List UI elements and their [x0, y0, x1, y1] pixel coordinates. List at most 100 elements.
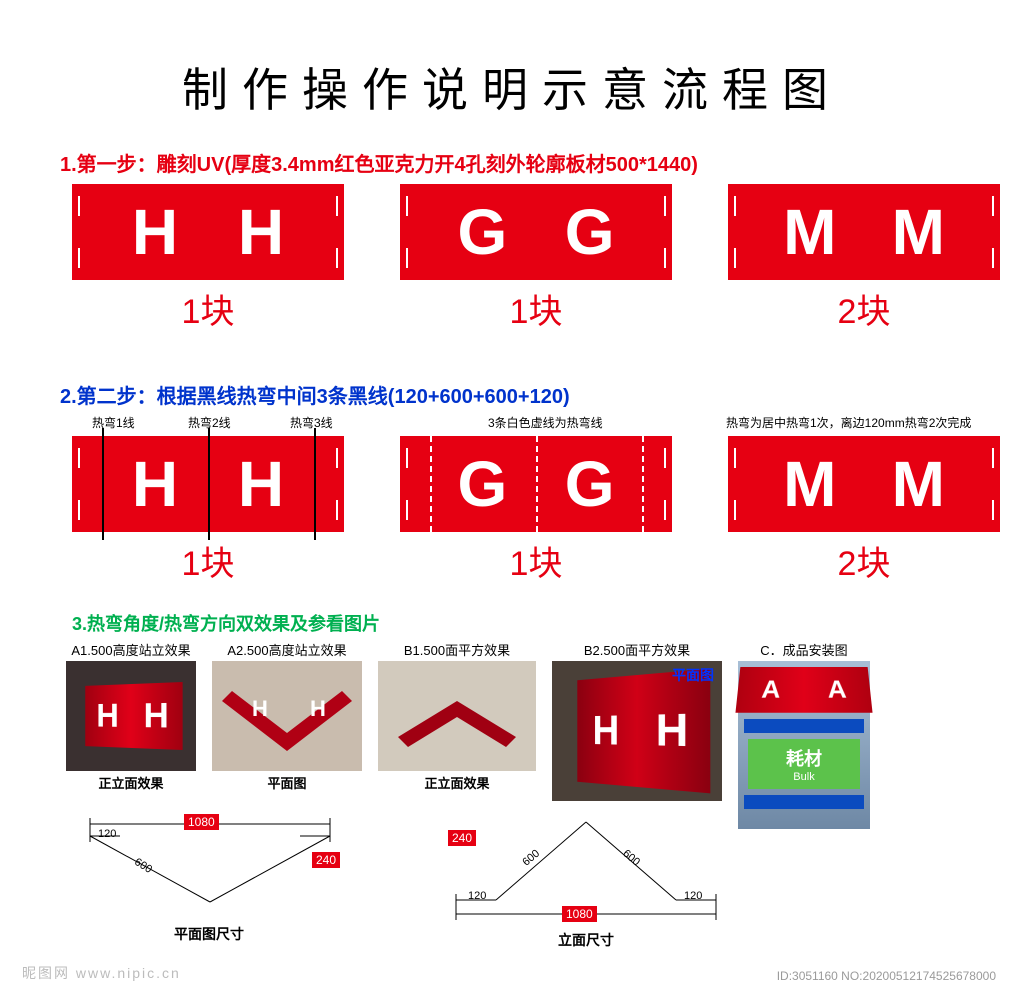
plate: M M	[728, 184, 1000, 280]
photo-b1: B1.500面平方效果 正立面效果	[378, 640, 536, 792]
plate-letter: M	[892, 447, 945, 521]
plate: H H	[72, 184, 344, 280]
step2-label: 2.第二步：根据黑线热弯中间3条黑线(120+600+600+120)	[60, 380, 570, 409]
photo-image: H H	[212, 661, 362, 771]
dim-edge: 120	[468, 890, 486, 902]
sign-preview: H H	[577, 669, 710, 794]
photo-heading: B1.500面平方效果	[404, 640, 510, 659]
rack-beam	[744, 719, 864, 733]
bend-label-1: 热弯1线	[92, 414, 135, 431]
plate: H H	[72, 436, 344, 532]
dim-cap: 立面尺寸	[558, 930, 614, 950]
board-gg-1: G G 1块	[400, 184, 672, 333]
board-mm-1: M M 2块	[728, 184, 1000, 333]
letter: H	[593, 707, 620, 756]
plate-letter: H	[238, 447, 284, 521]
dim-edge-r: 120	[684, 890, 702, 902]
dimension-b: 1080 240 120 120 600 600 立面尺寸	[426, 800, 746, 950]
dim-span: 1080	[562, 906, 597, 922]
bend-label-5: 热弯为居中热弯1次，离边120mm热弯2次完成	[726, 414, 971, 431]
plate-letter: H	[132, 447, 178, 521]
slot-icon	[330, 184, 344, 280]
rack-photo: AA 耗材 Bulk	[738, 661, 870, 829]
fold-svg	[378, 661, 536, 771]
plate-letter: M	[892, 195, 945, 269]
bend-line-icon	[102, 428, 104, 540]
bend-dashline-icon	[536, 436, 538, 532]
green-text-2: Bulk	[793, 771, 814, 783]
plate-letter: G	[457, 447, 507, 521]
slot-icon	[658, 436, 672, 532]
bend-line-icon	[208, 428, 210, 540]
photo-heading: B2.500面平方效果	[584, 640, 690, 659]
slot-icon	[728, 184, 742, 280]
photo-image: H H 平面图	[552, 661, 722, 801]
photo-cap: 正立面效果	[98, 773, 163, 792]
plate-letter: G	[565, 447, 615, 521]
footer-id: ID:3051160 NO:20200512174525678000	[777, 969, 996, 983]
photo-image	[378, 661, 536, 771]
letter: H	[96, 697, 118, 735]
photo-b2: B2.500面平方效果 H H 平面图	[552, 640, 722, 801]
slot-icon	[658, 184, 672, 280]
dimension-a: 1080 240 120 600 平面图尺寸	[80, 806, 340, 946]
plate-letter: M	[783, 195, 836, 269]
qty-label: 2块	[728, 536, 1000, 585]
dim-height: 240	[312, 852, 340, 868]
slot-icon	[400, 436, 414, 532]
dim-height: 240	[448, 830, 476, 846]
slot-icon	[986, 436, 1000, 532]
bend-dashline-icon	[642, 436, 644, 532]
photo-cap: 平面图	[267, 773, 306, 792]
bend-line-icon	[314, 428, 316, 540]
fold-svg: H H	[212, 661, 362, 771]
plate-letter: G	[565, 195, 615, 269]
slot-icon	[728, 436, 742, 532]
step1-boards: H H 1块 G G 1块 M M 2块	[72, 184, 1000, 333]
photo-heading: A2.500高度站立效果	[227, 640, 346, 659]
plate: G G	[400, 436, 672, 532]
plate-letter: M	[783, 447, 836, 521]
photo-heading: A1.500高度站立效果	[71, 640, 190, 659]
photo-heading: C．成品安装图	[760, 640, 847, 659]
slot-icon	[72, 436, 86, 532]
plate-letter: H	[132, 195, 178, 269]
sign-preview: H H	[85, 682, 182, 750]
photo-cap: 正立面效果	[424, 773, 489, 792]
bend-label-4: 3条白色虚线为热弯线	[488, 414, 603, 431]
dim-edge: 120	[98, 828, 116, 840]
slot-icon	[330, 436, 344, 532]
letter: H	[144, 696, 169, 737]
qty-label: 1块	[72, 536, 344, 585]
rack-beam	[744, 795, 864, 809]
rack-green-panel: 耗材 Bulk	[748, 739, 860, 789]
board-hh-1: H H 1块	[72, 184, 344, 333]
slot-icon	[986, 184, 1000, 280]
photo-a2: A2.500高度站立效果 H H 平面图	[212, 640, 362, 792]
svg-text:H: H	[310, 696, 326, 721]
plate: M M	[728, 436, 1000, 532]
green-text-1: 耗材	[786, 745, 822, 771]
step2-boards: H H 1块 G G 1块 M	[72, 436, 1000, 585]
slot-icon	[72, 184, 86, 280]
plate-letter: H	[238, 195, 284, 269]
photo-a1: A1.500高度站立效果 H H 正立面效果	[66, 640, 196, 792]
qty-label: 1块	[400, 284, 672, 333]
overlay-label: 平面图	[672, 665, 714, 685]
dim-svg	[426, 800, 746, 950]
qty-label: 1块	[72, 284, 344, 333]
dim-cap: 平面图尺寸	[174, 924, 244, 944]
page-title: 制作操作说明示意流程图	[0, 54, 1024, 120]
photo-image: H H	[66, 661, 196, 771]
plate-letter: G	[457, 195, 507, 269]
letter: H	[656, 704, 689, 758]
bend-dashline-icon	[430, 436, 432, 532]
qty-label: 2块	[728, 284, 1000, 333]
step3-label: 3.热弯角度/热弯方向双效果及参看图片	[72, 610, 380, 636]
photo-c: C．成品安装图 AA 耗材 Bulk	[738, 640, 870, 829]
plate: G G	[400, 184, 672, 280]
qty-label: 1块	[400, 536, 672, 585]
board-mm-2: M M 2块	[728, 436, 1000, 585]
board-hh-2: H H 1块	[72, 436, 344, 585]
page: 制作操作说明示意流程图 1.第一步：雕刻UV(厚度3.4mm红色亚克力开4孔刻外…	[0, 0, 1024, 993]
